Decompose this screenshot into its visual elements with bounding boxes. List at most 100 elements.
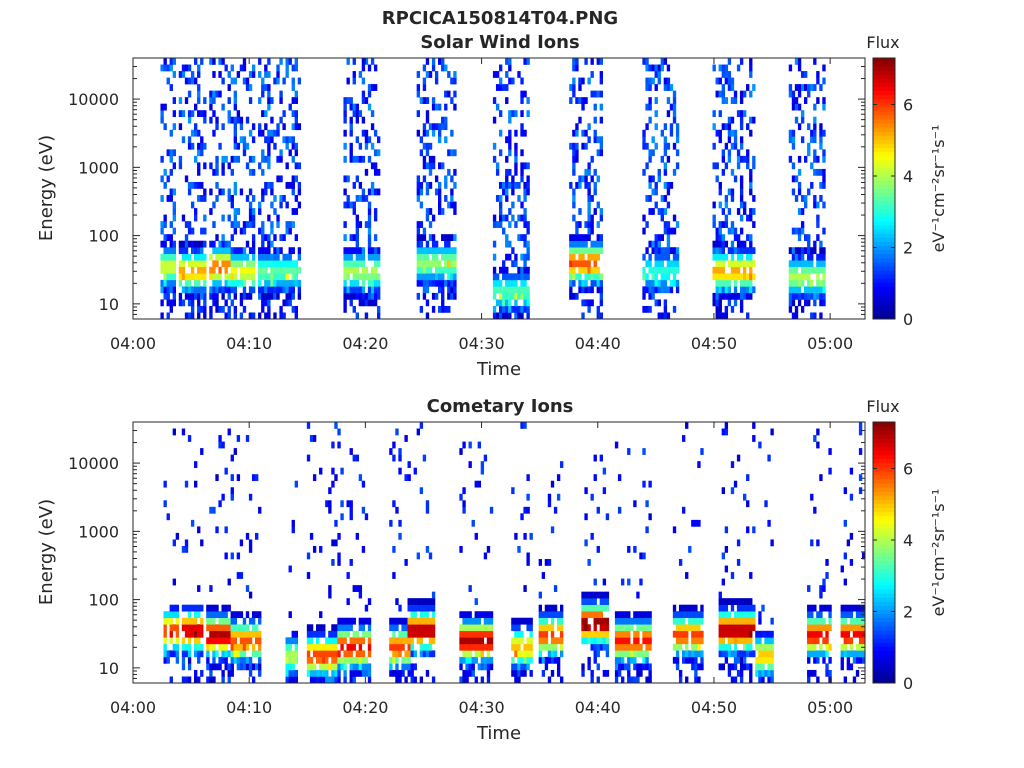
spectrogram-cell: [794, 266, 799, 274]
spectrogram-cell: [343, 299, 347, 307]
spectrogram-cell: [691, 663, 695, 671]
spectrogram-cell: [700, 604, 704, 612]
spectrogram-cell: [642, 286, 646, 294]
spectrogram-cell: [807, 84, 811, 91]
spectrogram-cell: [221, 188, 225, 196]
spectrogram-cell: [511, 175, 515, 183]
spectrogram-cell: [587, 208, 591, 215]
spectrogram-cell: [239, 260, 244, 268]
spectrogram-cell: [261, 299, 265, 307]
spectrogram-cell: [291, 676, 295, 684]
spectrogram-cell: [502, 260, 506, 268]
spectrogram-cell: [733, 266, 738, 274]
spectrogram-cell: [721, 617, 725, 625]
spectrogram-cell: [666, 155, 671, 163]
spectrogram-cell: [273, 77, 277, 85]
spectrogram-cell: [800, 195, 805, 202]
spectrogram-cell: [794, 227, 799, 235]
spectrogram-cell: [502, 286, 506, 294]
spectrogram-cell: [599, 591, 603, 599]
spectrogram-cell: [218, 630, 222, 638]
spectrogram-cell: [721, 611, 725, 619]
spectrogram-cell: [593, 103, 597, 111]
spectrogram-cell: [520, 279, 524, 287]
spectrogram-cell: [227, 604, 231, 612]
spectrogram-cell: [377, 188, 381, 196]
panel-solar-wind-ions: Solar Wind Ions 04:00 04:10 04:20 04:30 04:4…: [36, 32, 948, 380]
spectrogram-cell: [316, 643, 320, 651]
spectrogram-cell: [355, 273, 359, 281]
spectrogram-cell: [224, 64, 228, 72]
spectrogram-cell: [325, 650, 329, 658]
spectrogram-cell: [319, 467, 323, 475]
spectrogram-cell: [636, 637, 640, 645]
spectrogram-cell: [593, 247, 597, 255]
spectrogram-cell: [596, 90, 600, 98]
spectrogram-cell: [215, 195, 219, 202]
spectrogram-cell: [267, 90, 271, 98]
spectrogram-cell: [688, 611, 692, 619]
spectrogram-cell: [355, 630, 359, 638]
spectrogram-cell: [663, 305, 668, 313]
spectrogram-cell: [633, 611, 637, 619]
spectrogram-cell: [730, 676, 735, 684]
spectrogram-cell: [685, 604, 689, 612]
spectrogram-cell: [215, 90, 219, 98]
spectrogram-cell: [169, 84, 173, 91]
spectrogram-cell: [203, 299, 207, 307]
spectrogram-cell: [593, 129, 597, 137]
spectrogram-cell: [657, 312, 661, 320]
spectrogram-cell: [630, 676, 634, 684]
spectrogram-cell: [511, 624, 515, 632]
spectrogram-cell: [361, 279, 366, 287]
spectrogram-cell: [846, 611, 851, 619]
spectrogram-cell: [648, 669, 652, 677]
spectrogram-cell: [502, 312, 506, 320]
spectrogram-cell: [267, 181, 271, 189]
spectrogram-cell: [669, 279, 674, 287]
spectrogram-cell: [291, 286, 295, 294]
spectrogram-cell: [819, 617, 823, 625]
spectrogram-cell: [401, 617, 405, 625]
spectrogram-cell: [248, 493, 253, 501]
spectrogram-cell: [425, 299, 430, 307]
colorbar-segment: [873, 94, 895, 100]
spectrogram-cell: [441, 299, 445, 307]
spectrogram-cell: [160, 221, 164, 228]
spectrogram-cell: [849, 493, 854, 501]
spectrogram-cell: [727, 136, 732, 144]
spectrogram-cell: [739, 630, 744, 638]
spectrogram-cell: [694, 611, 698, 619]
spectrogram-cell: [544, 643, 549, 651]
spectrogram-cell: [221, 77, 225, 85]
spectrogram-cell: [849, 624, 854, 632]
spectrogram-cell: [233, 208, 237, 215]
spectrogram-cell: [517, 650, 521, 658]
spectrogram-cell: [739, 299, 744, 307]
spectrogram-cell: [450, 97, 454, 104]
spectrogram-cell: [581, 604, 585, 612]
spectrogram-cell: [236, 624, 241, 632]
spectrogram-cell: [428, 617, 433, 625]
spectrogram-cell: [651, 273, 655, 281]
spectrogram-cell: [755, 656, 759, 664]
spectrogram-cell: [770, 650, 774, 658]
spectrogram-cell: [377, 273, 381, 281]
spectrogram-cell: [267, 273, 271, 281]
spectrogram-cell: [242, 266, 247, 274]
spectrogram-cell: [660, 253, 664, 261]
spectrogram-cell: [319, 630, 323, 638]
spectrogram-cell: [840, 663, 844, 671]
spectrogram-cell: [645, 84, 649, 91]
spectrogram-cell: [425, 643, 430, 651]
spectrogram-cell: [444, 116, 448, 124]
spectrogram-cell: [261, 240, 265, 248]
spectrogram-cell: [499, 195, 503, 202]
spectrogram-cell: [251, 64, 256, 72]
spectrogram-cell: [810, 624, 814, 632]
spectrogram-cell: [334, 650, 338, 658]
spectrogram-cell: [206, 637, 210, 645]
colorbar-segment: [873, 147, 895, 153]
spectrogram-cell: [505, 168, 509, 176]
spectrogram-cell: [682, 630, 686, 638]
